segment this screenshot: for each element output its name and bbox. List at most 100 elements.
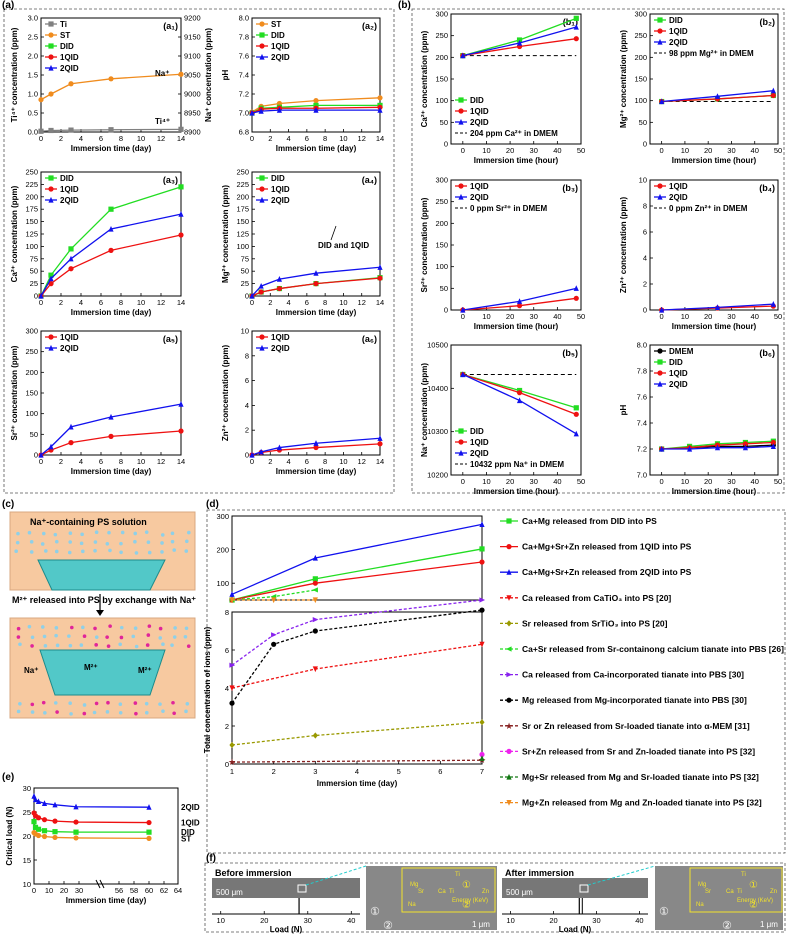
b2-series-1QID-point [770,92,776,99]
f-edx-circle2-after: ② [749,900,758,911]
d-series-4-point [229,741,235,749]
a5-series-2QID-point [108,413,114,420]
e-series-1QID-point [52,818,58,824]
a4-series-2QID-point [313,270,319,276]
c-ion-dot [27,530,32,535]
a3-ytick-label: 125 [25,230,38,239]
e-xtick-label: 56 [115,886,123,895]
e-series-ST-line [33,832,150,840]
b1-series-1QID-point [573,36,579,42]
a2-xlabel: Immersion time (day) [276,144,357,153]
b6-ytick-label: 7.8 [637,367,647,376]
b6-ytick-label: 7.4 [637,419,647,428]
a1-ytick-label: 2.0 [28,52,38,61]
b4-xtick-label: 20 [704,312,712,321]
a4-xtick-label: 2 [268,298,272,307]
b5-xtick-label: 10 [482,477,490,486]
a1-series-Ti-point [48,127,54,134]
b1-xtick-label: 10 [482,146,490,155]
a4-legend-DID-label: DID [271,174,285,183]
e-series-ST-point [73,835,79,841]
d-legend-0-label: Ca+Mg released from DID into PS [522,516,657,526]
c-ion-dot [118,710,123,715]
d-legend-10-label: Mg+Sr released from Mg and Sr-loaded tia… [522,772,759,782]
b5-legend-ref-label: 10432 ppm Na⁺ in DMEM [470,460,564,469]
b2-ytick-label: 150 [634,75,647,84]
a3-series-1QID-point [178,232,184,238]
d-series-5-point [312,587,318,593]
a3-tag: (a₃) [163,175,178,185]
a2-xtick-label: 14 [376,134,384,143]
a1-series-ST-point [68,81,74,87]
b1-legend-DID-marker [458,97,464,103]
f-edx-circle2-before: ② [462,900,471,911]
c-m2-label: M²⁺ [84,663,98,672]
b5-xtick-label: 0 [461,477,465,486]
d-xtick-label: 2 [272,767,276,776]
d-ytick-lower-label: 6 [225,646,229,655]
b6-legend-DMEM-marker [657,348,663,354]
b5-tag: (b₅) [562,348,578,358]
b3-series-2QID-point [573,285,579,291]
c-ion-dot [134,551,139,555]
e-xtick-label: 58 [130,886,138,895]
e-series-DID-point [35,826,42,832]
a6-series-2QID-point [258,448,264,455]
b3-ylabel: Sr²⁺ concentration (ppm) [420,197,429,292]
c-ion-dot [172,635,177,639]
a1-ytick-label: 3.0 [28,14,38,23]
b6-xlabel: Immersion time (hour) [672,487,757,496]
a1-legend-2QID-marker [48,64,54,71]
d-legend-11-marker [506,800,512,806]
b3-series-2QID-point [516,298,523,304]
b4-series-2QID-point [770,301,776,307]
b2-legend-DID-label: DID [669,16,683,25]
a6-tag: (a₆) [362,334,377,344]
a1-legend-Ti-marker [48,21,54,27]
e-series-ST-point [146,835,152,842]
a1-y2tick-label: 9100 [184,52,201,61]
b6-ytick-label: 7.6 [637,393,647,402]
e-ytick-label: 20 [23,832,31,841]
b6-xtick-label: 30 [727,477,735,486]
a1-xlabel: Immersion time (day) [71,144,152,153]
panel-c-label: (c) [2,499,14,510]
d-series-11-point [271,597,277,604]
a1-ytick-label: 1.5 [28,71,38,80]
e-series-2QID-point [32,796,39,803]
b2-xtick-label: 50 [774,146,782,155]
f1-xtick-label: 30 [304,916,312,925]
c-ion-dot [29,550,34,554]
f2-xtick-label: 40 [635,916,643,925]
c-ion-dot [82,703,87,707]
d-series-2-line [231,523,483,595]
b2-xtick-label: 20 [704,146,712,155]
d-xlabel: Immersion time (day) [317,779,398,788]
a3-ytick-label: 50 [30,267,38,276]
b1-series-2QID-point [516,39,523,46]
panel-b-label: (b) [398,0,411,11]
b2-xlabel: Immersion time (hour) [672,156,757,165]
d-series-2-point [312,554,318,561]
b5-axes-box [450,344,582,476]
b2-xtick-label: 0 [660,146,664,155]
b2-ytick-label: 200 [634,53,647,62]
b4-legend-2QID-label: 2QID [669,193,688,202]
b1-legend-1QID-marker [458,108,464,114]
b4-xtick-label: 30 [727,312,735,321]
b5-xlabel: Immersion time (hour) [474,487,559,496]
a6-ytick-label: 8 [245,351,249,360]
b3-ytick-label: 0 [444,306,448,315]
a4-ytick-label: 200 [236,192,249,201]
charts-layer: 0 2 4 6 8 10 12 140.00.51.01.52.02.53.089008950… [5,10,784,934]
e-series-ST-point [35,832,42,839]
c-ion-dot [55,710,59,714]
c-ion-dot [41,700,46,705]
b1-legend-ref-label: 204 ppm Ca²⁺ in DMEM [470,129,558,138]
c-ion-dot [54,549,59,554]
c-ion-dot [144,530,149,534]
a2-legend-2QID-marker [259,53,265,60]
b3-ytick-label: 200 [435,219,448,228]
f-edx-circle1-after: ① [749,880,758,891]
c-ion-dot [118,642,122,647]
